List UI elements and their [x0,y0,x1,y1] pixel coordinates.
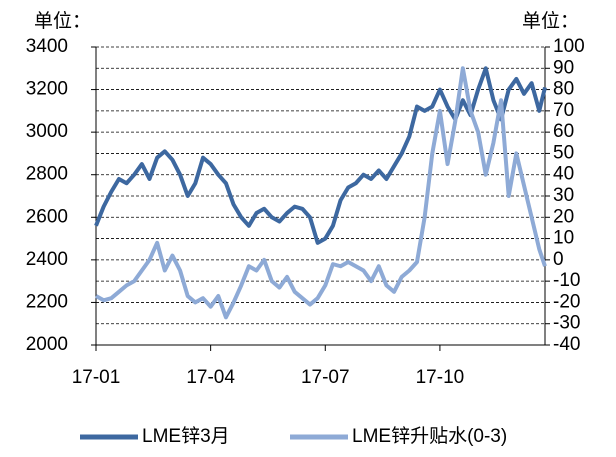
y2-tick-label: 70 [553,100,574,121]
x-tick-label: 17-10 [416,367,465,388]
y2-tick-label: 60 [553,121,574,142]
left-unit: 单位： [34,10,91,32]
legend-label: LME锌升贴水(0-3) [352,425,507,447]
y-tick-label: 3400 [26,36,68,57]
series-line [95,66,547,320]
y2-tick-label: 100 [553,36,585,57]
y-tick-label: 2000 [26,334,68,355]
y2-tick-label: -10 [553,270,580,291]
y-tick-label: 3000 [26,121,68,142]
y2-tick-label: 40 [553,164,574,185]
y2-tick-label: 90 [553,57,574,78]
x-tick-label: 17-04 [186,367,235,388]
y2-tick-label: 50 [553,142,574,163]
y-tick-label: 2200 [26,291,68,312]
y2-tick-label: 80 [553,79,574,100]
y2-tick-label: 10 [553,228,574,249]
y-tick-label: 2600 [26,206,68,227]
x-tick-label: 17-01 [72,367,121,388]
y2-tick-label: -40 [553,334,580,355]
y-tick-label: 2800 [26,164,68,185]
y2-tick-label: 30 [553,185,574,206]
x-tick-label: 17-07 [301,367,350,388]
y-tick-label: 3200 [26,79,68,100]
y2-tick-label: 0 [553,249,564,270]
legend-label: LME锌3月 [142,425,230,447]
y2-tick-label: -30 [553,313,580,334]
y-tick-label: 2400 [26,249,68,270]
right-unit: 单位： [522,10,579,32]
y2-tick-label: 20 [553,206,574,227]
y2-tick-label: -20 [553,291,580,312]
series-line [94,66,547,245]
